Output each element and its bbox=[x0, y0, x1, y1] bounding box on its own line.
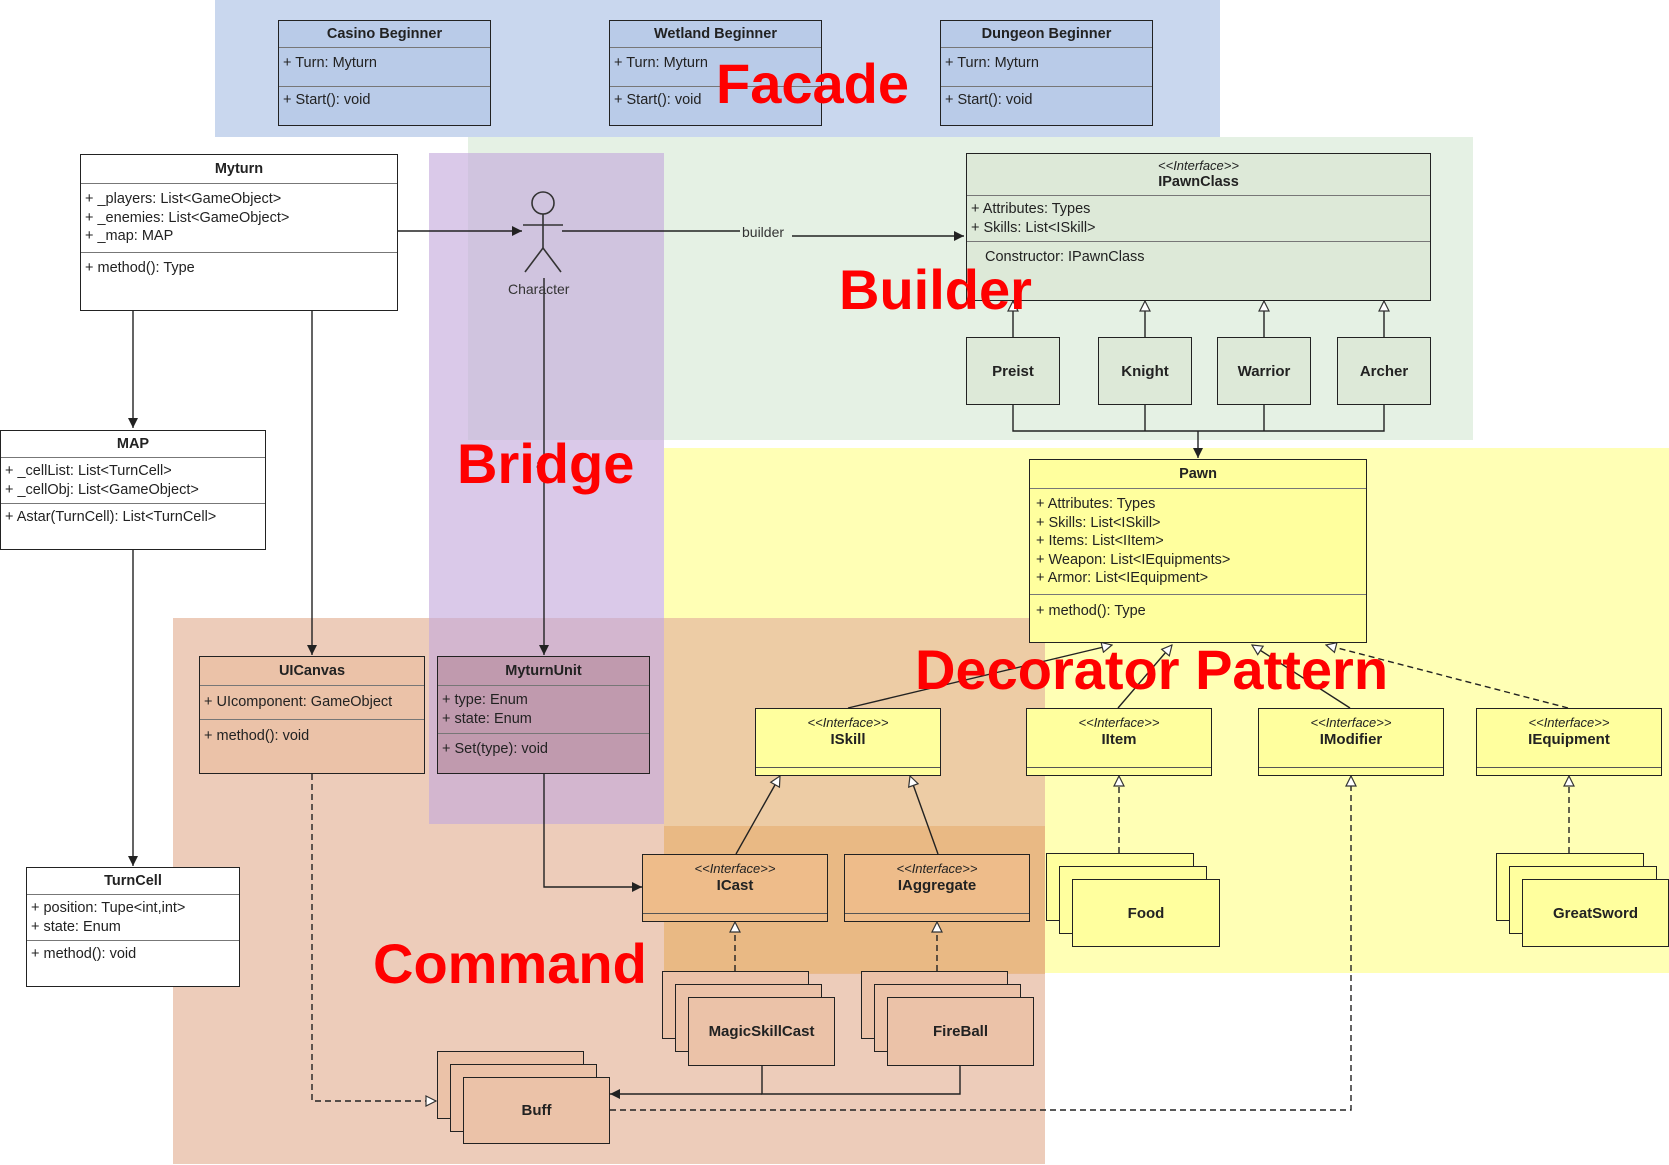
command-label: Command bbox=[373, 932, 647, 995]
class-food[interactable]: Food bbox=[1072, 879, 1220, 947]
interface-stereotype: <<Interface>> bbox=[1078, 715, 1160, 730]
class-preist[interactable]: Preist bbox=[966, 337, 1060, 405]
class-name: Myturn bbox=[81, 155, 397, 184]
class-uicanvas[interactable]: UICanvas + UIcomponent: GameObject + met… bbox=[199, 656, 425, 774]
interface-stereotype: <<Interface>> bbox=[1158, 158, 1239, 173]
class-dungeon-beginner[interactable]: Dungeon Beginner + Turn: Myturn + Start(… bbox=[940, 20, 1153, 126]
class-name: MyturnUnit bbox=[438, 657, 649, 686]
class-name: Dungeon Beginner bbox=[941, 21, 1152, 48]
class-name: Casino Beginner bbox=[279, 21, 490, 48]
interface-iaggregate[interactable]: <<Interface>> IAggregate bbox=[844, 854, 1030, 922]
class-attribute: + Attributes: Types bbox=[1036, 496, 1156, 512]
class-magicskillcast[interactable]: MagicSkillCast bbox=[688, 997, 835, 1066]
interface-stereotype: <<Interface>> bbox=[807, 715, 889, 730]
class-name: UICanvas bbox=[200, 657, 424, 686]
class-attribute: + state: Enum bbox=[442, 710, 532, 727]
interface-stereotype: <<Interface>> bbox=[1528, 715, 1610, 730]
interface-stereotype: <<Interface>> bbox=[1310, 715, 1392, 730]
class-name: MAP bbox=[1, 431, 265, 458]
class-name: TurnCell bbox=[27, 868, 239, 895]
interface-name: IItem bbox=[1101, 731, 1137, 748]
class-warrior[interactable]: Warrior bbox=[1217, 337, 1311, 405]
class-attribute: + _cellList: List<TurnCell> bbox=[5, 463, 172, 479]
class-attribute: + Items: List<IItem> bbox=[1036, 533, 1164, 549]
class-attribute: + type: Enum bbox=[442, 692, 528, 708]
character-actor-icon bbox=[523, 191, 563, 273]
interface-name: IPawnClass bbox=[1158, 174, 1239, 190]
class-attribute: + Turn: Myturn bbox=[945, 55, 1039, 71]
class-method: + method(): void bbox=[31, 946, 137, 962]
class-pawn[interactable]: Pawn + Attributes: Types + Skills: List<… bbox=[1029, 459, 1367, 643]
class-attribute: + Armor: List<IEquipment> bbox=[1036, 570, 1209, 586]
class-method: Constructor: IPawnClass bbox=[985, 249, 1145, 265]
builder-edge-label: builder bbox=[742, 224, 785, 240]
interface-name: IAggregate bbox=[897, 877, 977, 894]
class-name: Pawn bbox=[1030, 460, 1366, 489]
class-name: Wetland Beginner bbox=[610, 21, 821, 48]
class-attribute: + Skills: List<ISkill> bbox=[971, 219, 1096, 236]
class-method: + Start(): void bbox=[614, 92, 702, 108]
interface-iequipment[interactable]: <<Interface>> IEquipment bbox=[1476, 708, 1662, 776]
class-attribute: + Skills: List<ISkill> bbox=[1036, 514, 1161, 531]
interface-name: ICast bbox=[716, 877, 754, 894]
facade-label: Facade bbox=[716, 52, 909, 115]
class-casino-beginner[interactable]: Casino Beginner + Turn: Myturn + Start()… bbox=[278, 20, 491, 126]
class-archer[interactable]: Archer bbox=[1337, 337, 1431, 405]
interface-name: IEquipment bbox=[1528, 731, 1610, 748]
class-greatsword[interactable]: GreatSword bbox=[1522, 879, 1669, 947]
class-attribute: + _map: MAP bbox=[85, 228, 174, 244]
interface-iitem[interactable]: <<Interface>> IItem bbox=[1026, 708, 1212, 776]
class-buff[interactable]: Buff bbox=[463, 1077, 610, 1144]
class-myturn[interactable]: Myturn + _players: List<GameObject> + _e… bbox=[80, 154, 398, 311]
interface-iskill[interactable]: <<Interface>> ISkill bbox=[755, 708, 941, 776]
class-attribute: + _cellObj: List<GameObject> bbox=[5, 481, 199, 498]
character-label: Character bbox=[508, 281, 570, 297]
class-attribute: + Turn: Myturn bbox=[614, 55, 708, 71]
class-attribute: + _players: List<GameObject> bbox=[85, 191, 282, 207]
builder-label: Builder bbox=[839, 258, 1032, 321]
decorator-label: Decorator Pattern bbox=[915, 638, 1389, 701]
class-wetland-beginner[interactable]: Wetland Beginner + Turn: Myturn + Start(… bbox=[609, 20, 822, 126]
bridge-label: Bridge bbox=[457, 432, 635, 495]
class-attribute: + UIcomponent: GameObject bbox=[204, 694, 393, 710]
class-myturnunit[interactable]: MyturnUnit + type: Enum + state: Enum + … bbox=[437, 656, 650, 774]
class-attribute: + Turn: Myturn bbox=[283, 55, 377, 71]
class-method: + Start(): void bbox=[945, 92, 1033, 108]
class-attribute: + Attributes: Types bbox=[971, 201, 1091, 217]
class-method: + Astar(TurnCell): List<TurnCell> bbox=[5, 509, 217, 525]
class-attribute: + state: Enum bbox=[31, 918, 121, 935]
class-method: + Set(type): void bbox=[442, 741, 548, 757]
class-method: + method(): void bbox=[204, 727, 310, 744]
class-method: + method(): Type bbox=[1036, 602, 1146, 619]
bridge-edge-label: a bbox=[536, 456, 544, 472]
class-turncell[interactable]: TurnCell + position: Tupe<int,int> + sta… bbox=[26, 867, 240, 987]
interface-name: ISkill bbox=[830, 731, 866, 748]
interface-imodifier[interactable]: <<Interface>> IModifier bbox=[1258, 708, 1444, 776]
class-attribute: + position: Tupe<int,int> bbox=[31, 900, 186, 916]
interface-stereotype: <<Interface>> bbox=[694, 861, 776, 876]
class-method: + method(): Type bbox=[85, 259, 195, 276]
class-map[interactable]: MAP + _cellList: List<TurnCell> + _cellO… bbox=[0, 430, 266, 550]
class-knight[interactable]: Knight bbox=[1098, 337, 1192, 405]
class-method: + Start(): void bbox=[283, 92, 371, 108]
class-attribute: + _enemies: List<GameObject> bbox=[85, 209, 290, 226]
class-attribute: + Weapon: List<IEquipments> bbox=[1036, 551, 1231, 568]
class-fireball[interactable]: FireBall bbox=[887, 997, 1034, 1066]
interface-ipawnclass[interactable]: <<Interface>> IPawnClass + Attributes: T… bbox=[966, 153, 1431, 301]
interface-name: IModifier bbox=[1319, 731, 1383, 748]
interface-icast[interactable]: <<Interface>> ICast bbox=[642, 854, 828, 922]
interface-stereotype: <<Interface>> bbox=[896, 861, 978, 876]
